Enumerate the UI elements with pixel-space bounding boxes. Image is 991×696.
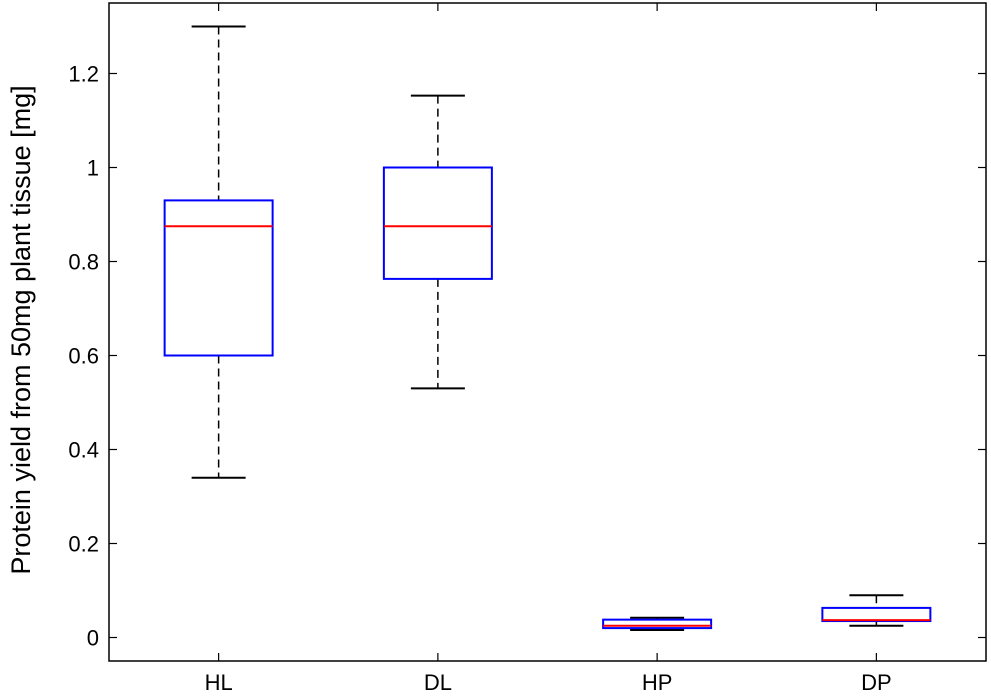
x-tick-label: HP [642,670,673,695]
x-axis-ticks: HL DL HP DP [205,3,892,695]
x-tick-label: DP [861,670,892,695]
box-dl [382,94,493,390]
y-tick-label: 0.6 [68,344,99,369]
y-tick-label: 0.4 [68,438,99,463]
y-axis-label: Protein yield from 50mg plant tissue [mg… [6,85,36,574]
box-iqr [382,166,493,280]
plot-area [108,2,987,662]
y-tick-label: 0.2 [68,532,99,557]
y-axis-ticks: 0 0.2 0.4 0.6 0.8 1 1.2 [68,62,986,651]
x-tick-label: DL [424,670,452,695]
y-tick-label: 0.8 [68,250,99,275]
x-tick-label: HL [205,670,233,695]
y-tick-label: 1 [87,156,99,181]
y-tick-label: 1.2 [68,62,99,87]
box-hl [163,25,274,479]
box-dp [821,594,932,627]
box-series [163,25,932,631]
box-iqr [163,199,274,357]
box-iqr [602,618,713,630]
box-hp [602,616,713,631]
y-tick-label: 0 [87,626,99,651]
